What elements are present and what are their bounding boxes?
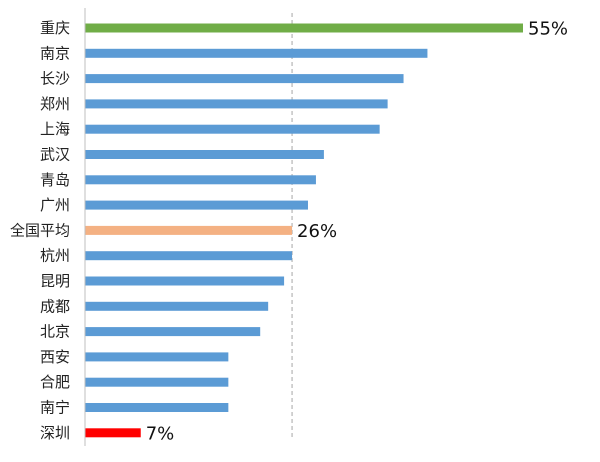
category-label: 南京 bbox=[40, 44, 70, 62]
category-label: 重庆 bbox=[40, 19, 70, 37]
bar-12 bbox=[85, 327, 261, 337]
category-label: 全国平均 bbox=[10, 221, 70, 239]
bar-16 bbox=[85, 428, 141, 438]
bar-1 bbox=[85, 48, 428, 58]
data-label: 7% bbox=[146, 423, 175, 444]
category-label: 杭州 bbox=[40, 247, 70, 265]
bar-14 bbox=[85, 377, 229, 387]
bar-2 bbox=[85, 74, 404, 84]
category-label: 青岛 bbox=[40, 171, 70, 189]
bar-5 bbox=[85, 150, 324, 159]
category-label: 武汉 bbox=[40, 146, 70, 164]
data-label: 26% bbox=[297, 221, 337, 242]
bar-7 bbox=[85, 200, 308, 210]
bar-15 bbox=[85, 403, 229, 412]
category-label: 合肥 bbox=[40, 373, 70, 391]
category-label: 上海 bbox=[40, 120, 70, 138]
bar-0 bbox=[85, 23, 523, 33]
category-label: 长沙 bbox=[40, 70, 70, 88]
bar-9 bbox=[85, 251, 293, 261]
category-label: 成都 bbox=[40, 297, 70, 315]
category-label: 西安 bbox=[40, 348, 70, 366]
data-label: 55% bbox=[528, 19, 568, 40]
bar-4 bbox=[85, 124, 380, 134]
category-label: 北京 bbox=[40, 323, 70, 341]
bar-6 bbox=[85, 175, 316, 185]
category-label: 广州 bbox=[40, 196, 70, 214]
bar-11 bbox=[85, 301, 269, 311]
bar-3 bbox=[85, 99, 388, 109]
category-label: 深圳 bbox=[40, 424, 70, 442]
bar-10 bbox=[85, 276, 285, 286]
category-label: 昆明 bbox=[40, 272, 70, 290]
category-label: 南宁 bbox=[40, 399, 70, 417]
category-label: 郑州 bbox=[40, 95, 70, 113]
bar-13 bbox=[85, 352, 229, 362]
bar-8 bbox=[85, 225, 293, 235]
